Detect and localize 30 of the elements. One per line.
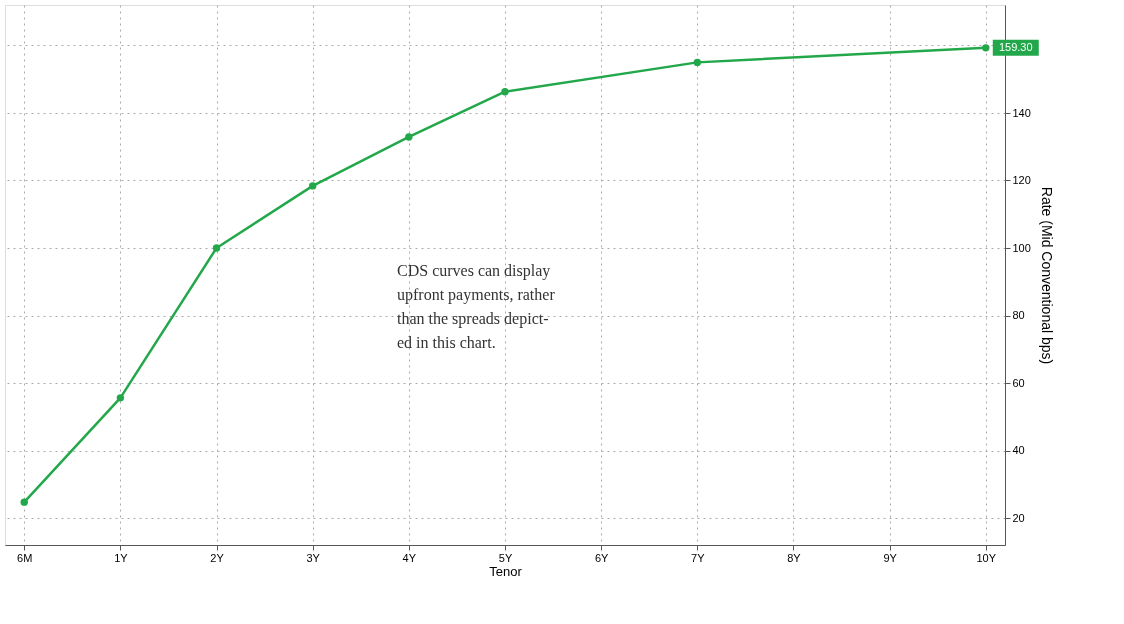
point [20,498,28,506]
point [693,58,702,67]
annotation: 159.30 [998,40,1033,53]
point [501,88,509,96]
y-tick-label: 100 [1012,241,1031,254]
y-tick-label: 140 [1012,106,1031,119]
x-tick-label: 1Y [114,551,129,564]
x-tick-label: 2Y [210,551,225,564]
point [982,44,990,52]
y-tick-label: 120 [1012,174,1031,186]
point [308,182,317,190]
x-tick-label: 10Y [976,551,997,564]
point [116,394,125,402]
y-axis-title: Rate (Mid Conventional bps) [1038,186,1055,365]
y-tick-label: 40 [1012,444,1025,456]
x-axis-title: Tenor [489,563,523,579]
y-tick-label: 80 [1012,309,1025,321]
x-tick-label: 8Y [787,551,802,564]
y-tick-label: 60 [1012,376,1025,389]
x-tick-label: 6Y [594,551,610,564]
annotation: CDS curves can display upfront payments, rather than the spreads depict- ed in this chart. [397,262,556,351]
x-tick-label: 7Y [691,551,706,564]
x-tick-label: 9Y [883,551,898,564]
y-tick-label: 20 [1012,511,1025,524]
point [212,244,221,252]
x-tick-label: 4Y [402,551,417,564]
x-tick-label: 5Y [498,551,513,564]
x-tick-label: 3Y [306,551,321,564]
point [405,133,413,141]
x-tick-label: 6M [17,551,33,564]
